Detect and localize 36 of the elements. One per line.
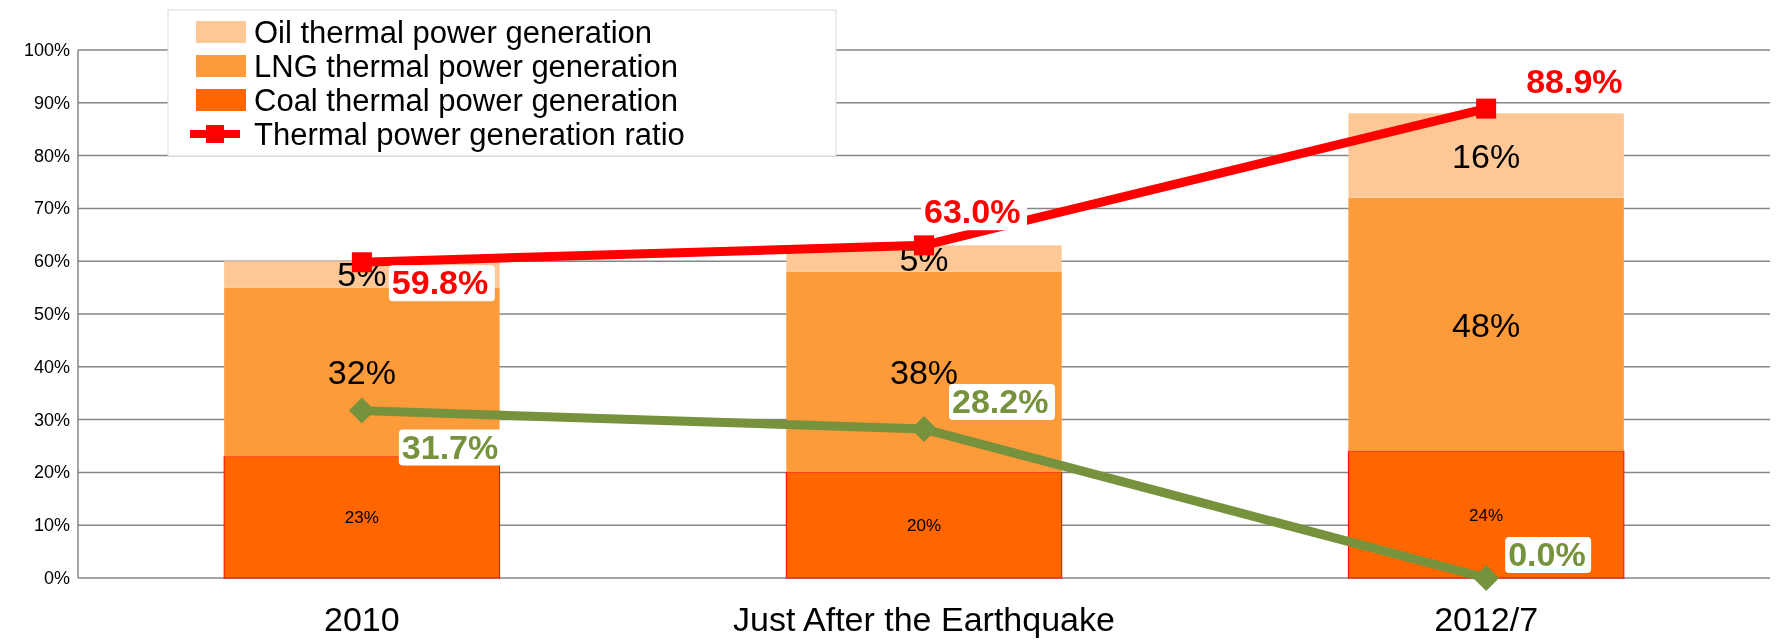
data-label: 48% xyxy=(1452,305,1521,344)
data-label: 32% xyxy=(327,353,396,392)
bar xyxy=(1348,113,1624,198)
y-tick-label: 100% xyxy=(23,40,70,60)
y-tick-label: 30% xyxy=(33,409,70,430)
point xyxy=(1476,98,1497,119)
legend-label: Thermal power generation ratio xyxy=(254,117,685,152)
data-label: 63.0% xyxy=(924,192,1021,231)
bar xyxy=(1347,450,1625,579)
data-label: 23% xyxy=(344,508,379,528)
bar xyxy=(1348,197,1624,452)
y-tick-label: 10% xyxy=(33,515,70,536)
legend-label: Oil thermal power generation xyxy=(254,15,653,50)
y-tick-label: 20% xyxy=(33,462,70,483)
legend-label: Coal thermal power generation xyxy=(254,83,678,118)
y-tick-label: 0% xyxy=(43,568,70,588)
x-tick-label: Just After the Earthquake xyxy=(733,600,1115,638)
point xyxy=(1473,565,1500,591)
bar xyxy=(786,271,1062,473)
data-label: 24% xyxy=(1469,505,1504,525)
x-tick-label: 2010 xyxy=(324,600,400,638)
data-label: 31.7% xyxy=(401,427,499,466)
y-tick-label: 40% xyxy=(33,356,70,377)
y-tick-label: 80% xyxy=(33,145,70,166)
x-tick-label: 2012/7 xyxy=(1434,600,1539,638)
data-label: 0.0% xyxy=(1508,535,1586,573)
legend-label: LNG thermal power generation xyxy=(254,49,678,84)
y-tick-label: 70% xyxy=(33,198,70,219)
bar xyxy=(785,471,1063,579)
y-tick-label: 60% xyxy=(33,251,70,272)
data-label: 88.9% xyxy=(1526,61,1623,100)
y-tick-label: 90% xyxy=(33,92,70,113)
data-label: 20% xyxy=(906,516,942,536)
data-label: 59.8% xyxy=(391,263,489,302)
data-label: 16% xyxy=(1452,136,1521,175)
y-tick-label: 50% xyxy=(33,304,70,324)
